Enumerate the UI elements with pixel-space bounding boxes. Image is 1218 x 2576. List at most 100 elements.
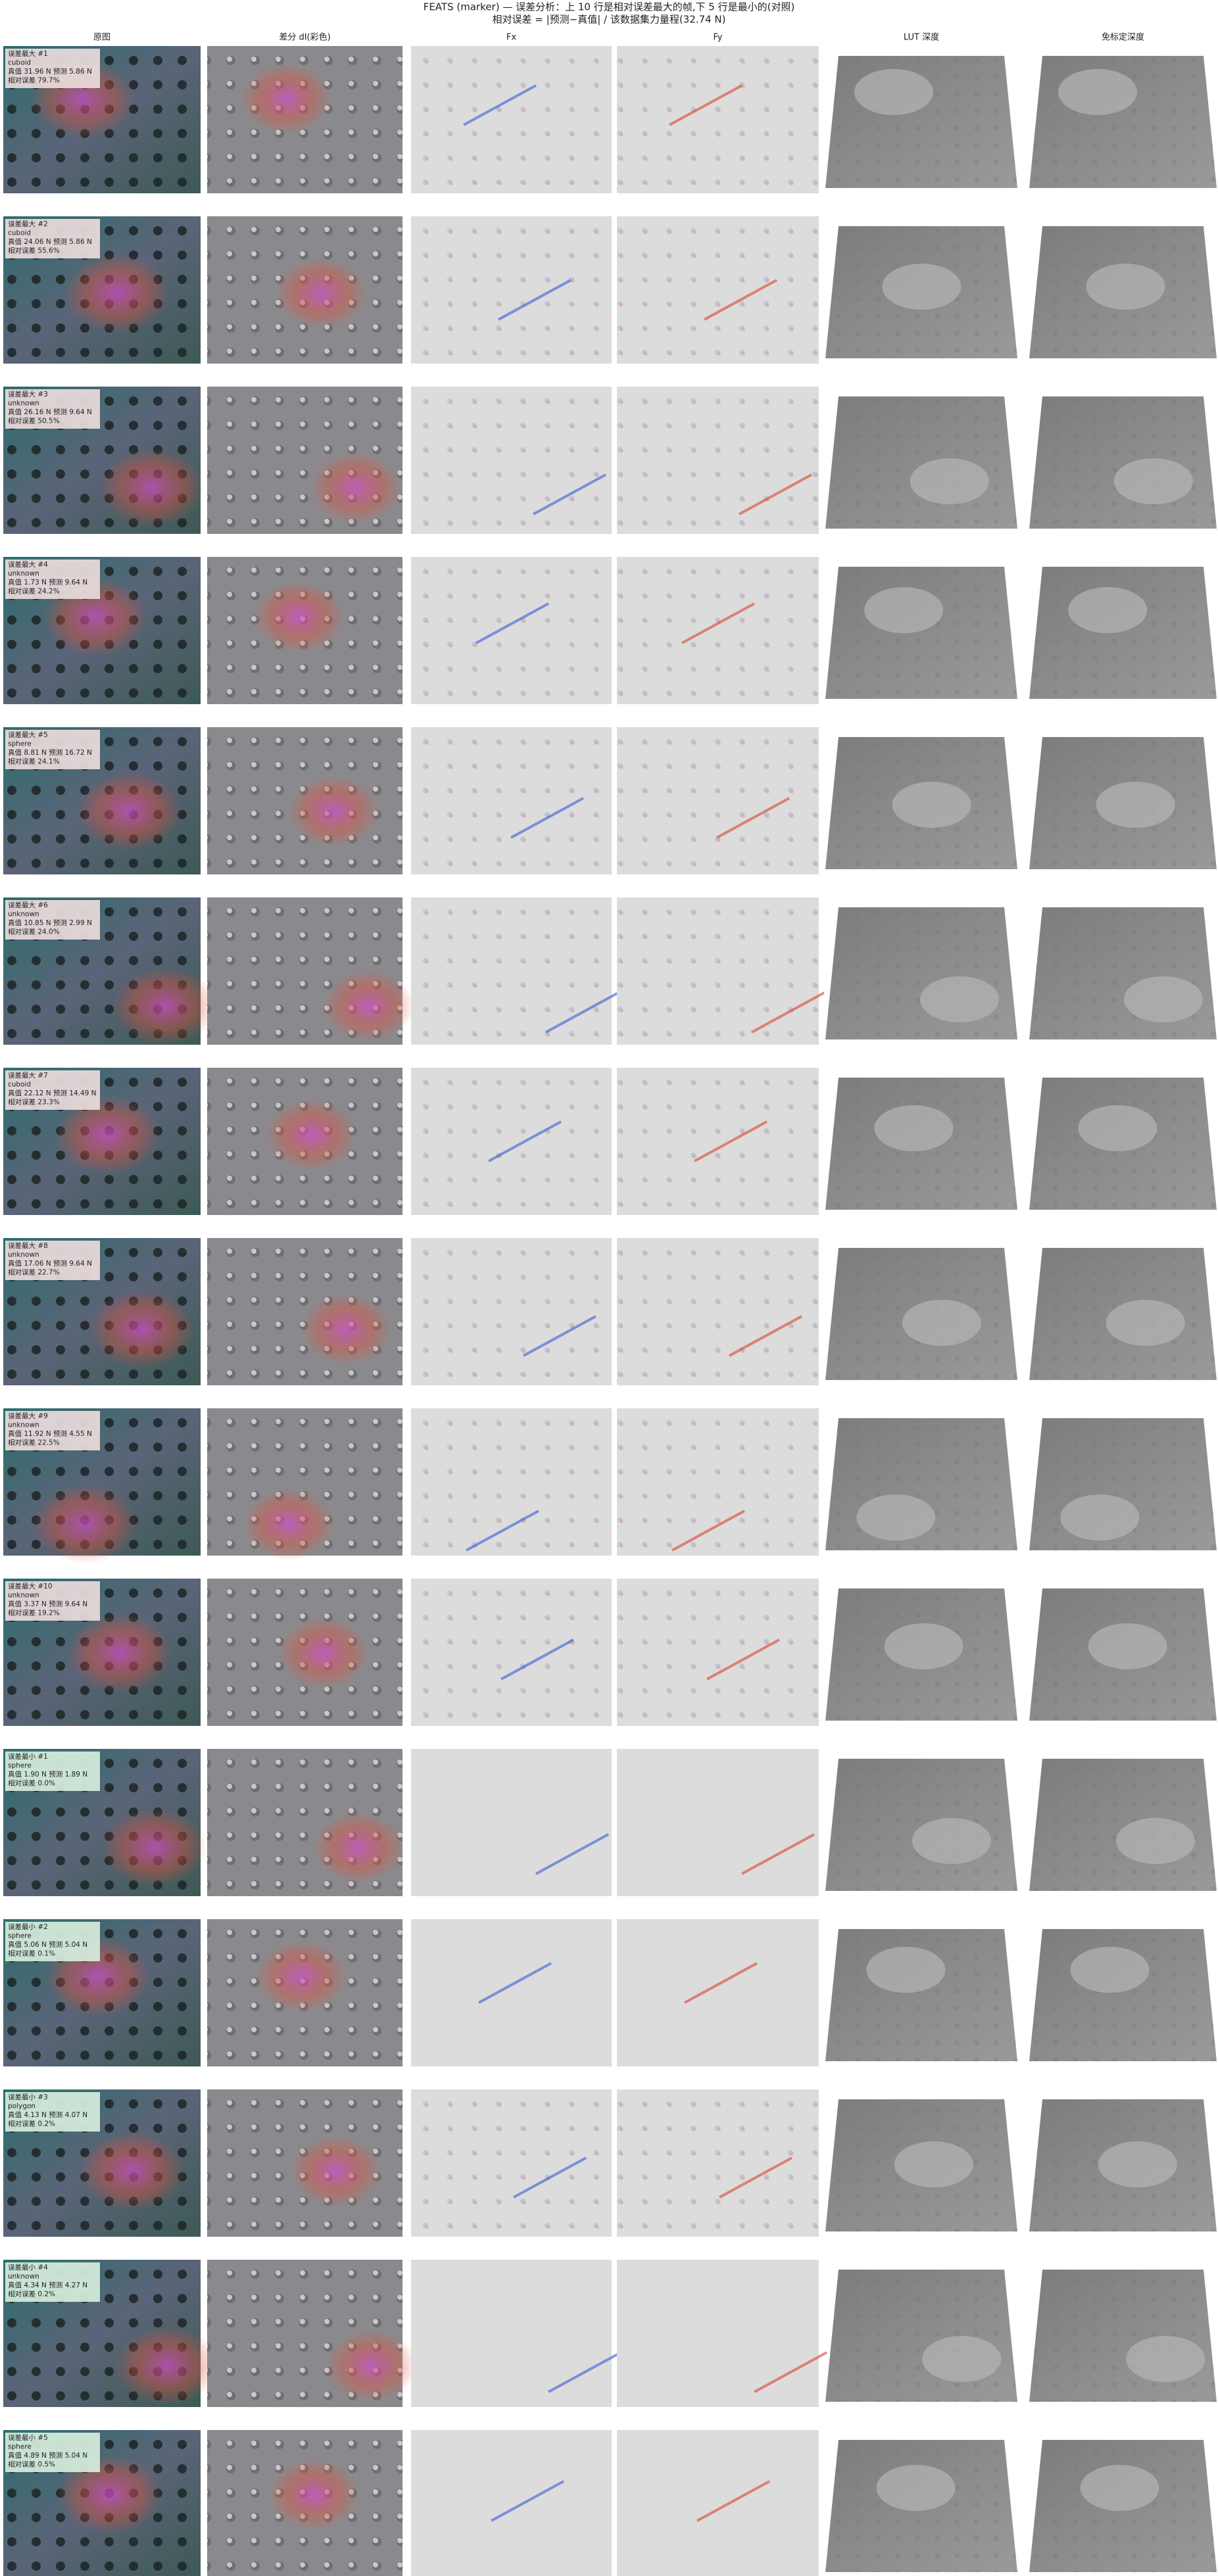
force-streak [751,991,825,1034]
depth-relief [1098,2141,1177,2187]
annotation-error: 相对误差 0.2% [8,2290,55,2299]
force-streak [513,2157,587,2199]
force-streak [739,473,812,515]
depth-relief [912,1818,991,1864]
force-map [617,2430,819,2576]
annotation-values: 真值 8.81 N 预测 16.72 N [8,748,92,757]
annotation-box [5,2433,100,2472]
diff-blob [310,452,402,524]
annotation-values: 真值 5.06 N 预测 5.04 N [8,1940,87,1949]
annotation-label: 误差最小 #1 [8,1752,48,1761]
annotation-values: 真值 31.96 N 预测 5.86 N [8,67,92,76]
force-streak [533,473,606,515]
annotation-error: 相对误差 0.5% [8,2460,55,2469]
annotation-label: 误差最小 #3 [8,2093,48,2101]
diff-blob [312,1811,404,1884]
force-streak [696,2480,770,2522]
depth-relief [920,976,999,1022]
depth-relief [1124,976,1203,1022]
depth-dots [825,396,1017,529]
annotation-error: 相对误差 24.0% [8,928,60,936]
depth-dots [1029,567,1217,699]
annotation-box [5,560,100,599]
subtitle: 相对误差 = |预测−真值| / 该数据集力量程(32.74 N) [492,14,725,26]
diff-blob [278,1617,370,1689]
depth-dots [1029,2270,1217,2402]
force-streak [729,1315,802,1357]
force-dots [617,897,819,1045]
force-dots [411,46,612,193]
force-dots [411,1408,612,1556]
diff-blob [322,970,414,1042]
contact-blob [32,1485,137,1563]
annotation-box [5,49,100,88]
column-header: 原图 [93,33,110,43]
contact-blob [89,1290,195,1369]
force-streak [488,1120,562,1162]
depth-relief [854,69,933,115]
annotation-box [5,1581,100,1621]
annotation-shape: polygon [8,2103,36,2111]
contact-blob [114,2326,220,2405]
annotation-shape: sphere [8,1932,32,1940]
annotation-label: 误差最小 #5 [8,2433,48,2442]
annotation-shape: unknown [8,1592,39,1600]
force-streak [671,1510,745,1552]
force-streak [498,279,572,321]
annotation-label: 误差最大 #6 [8,901,48,909]
force-map [617,2260,819,2407]
force-streak [754,2351,827,2393]
annotation-label: 误差最大 #8 [8,1241,48,1250]
depth-relief [1113,458,1193,504]
diff-blob [265,1099,357,1171]
force-dots [411,2089,612,2237]
annotation-label: 误差最大 #4 [8,560,48,569]
annotation-box [5,1411,100,1450]
depth-relief [922,2336,1002,2382]
annotation-values: 真值 24.06 N 预测 5.86 N [8,237,92,246]
depth-relief [866,1947,946,1993]
force-dots [617,1068,819,1215]
depth-dots [1029,1759,1217,1891]
contact-blob [64,254,170,333]
force-streak [545,991,619,1034]
diff-blob [253,581,345,653]
annotation-shape: unknown [8,1251,39,1259]
annotation-values: 真值 1.73 N 预测 9.64 N [8,578,87,586]
force-streak [669,84,743,126]
force-map [617,1749,819,1896]
annotation-error: 相对误差 24.1% [8,757,60,766]
diff-blob [268,2458,360,2531]
force-dots [617,2089,819,2237]
annotation-error: 相对误差 24.2% [8,587,60,596]
force-streak [500,1638,574,1681]
contact-blob [57,2455,162,2534]
force-streak [523,1315,597,1357]
depth-relief [894,2141,973,2187]
annotation-shape: unknown [8,570,39,578]
annotation-label: 误差最大 #9 [8,1412,48,1420]
annotation-error: 相对误差 19.2% [8,1609,60,1617]
column-header: LUT 深度 [904,32,939,43]
annotation-label: 误差最小 #2 [8,1922,48,1931]
depth-relief [874,1105,954,1151]
force-dots [411,1238,612,1385]
annotation-label: 误差最大 #3 [8,390,48,398]
contact-blob [80,2132,185,2210]
annotation-shape: cuboid [8,1081,31,1089]
diff-blob [240,62,332,135]
depth-dots [1029,396,1217,529]
annotation-box [5,2262,100,2302]
annotation-shape: cuboid [8,229,31,237]
annotation-error: 相对误差 23.3% [8,1098,60,1107]
force-streak [548,2351,621,2393]
